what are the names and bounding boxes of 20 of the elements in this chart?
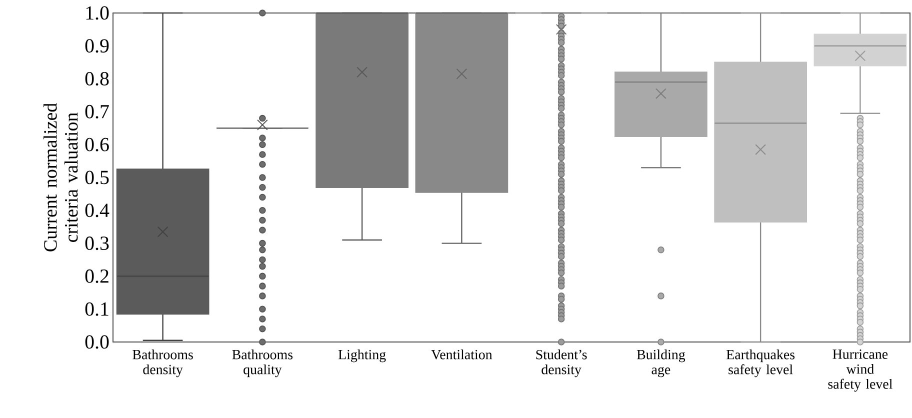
y-tick-label: 0.4 [85, 204, 110, 218]
x-tick-label: Building age [636, 349, 686, 378]
y-tick-label: 0.2 [85, 269, 108, 283]
y-tick-label: 0.8 [85, 72, 109, 86]
y-tick-label: 0.3 [85, 236, 109, 250]
x-tick-label: Lighting [338, 349, 386, 362]
x-tick-label: Ventilation [431, 349, 492, 360]
y-tick-label: 0.5 [85, 170, 109, 184]
y-axis-title: Current normalized criteria valuation [44, 103, 78, 252]
y-tick-label: 0.1 [85, 302, 108, 316]
y-tick-label: 0.9 [85, 39, 109, 53]
x-tick-label: Hurricane wind safety level [828, 350, 892, 392]
y-tick-label: 0.6 [85, 138, 109, 152]
x-tick-label: Earthquakes safety level [726, 349, 795, 378]
x-tick-label: Bathrooms density [132, 349, 193, 378]
y-tick-label: 0.7 [85, 104, 109, 118]
x-tick-label: Student’s density [536, 349, 587, 378]
x-tick-label: Bathrooms quality [232, 349, 293, 378]
y-tick-label: 1.0 [86, 6, 109, 20]
y-tick-label: 0.0 [85, 335, 109, 349]
